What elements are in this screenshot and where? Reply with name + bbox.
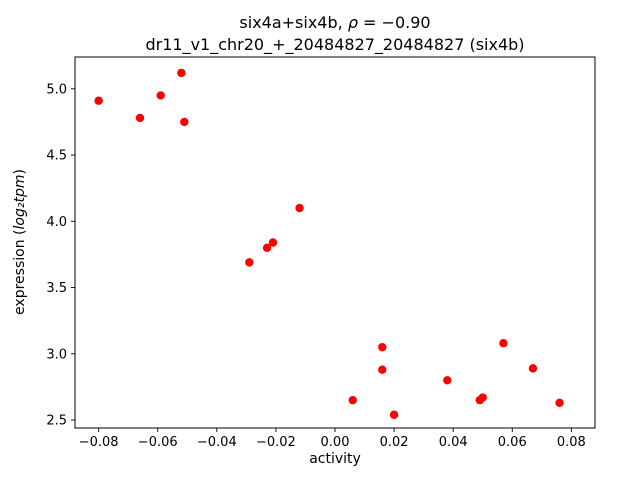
y-axis-label-math: log₂tpm — [12, 175, 28, 230]
x-tick-label: −0.04 — [197, 435, 237, 450]
x-tick-label: 0.06 — [498, 435, 527, 450]
x-axis-label: activity — [309, 451, 361, 467]
scatter-point — [499, 339, 508, 348]
y-axis-label: expression (log₂tpm) — [12, 169, 28, 315]
scatter-point — [528, 364, 538, 373]
y-tick-label: 2.5 — [46, 414, 67, 429]
y-tick-label: 4.0 — [46, 215, 67, 230]
axes-frame — [74, 56, 596, 429]
scatter-point — [94, 96, 103, 105]
y-axis-label-suffix: ) — [12, 169, 28, 174]
scatter-point — [180, 117, 189, 127]
scatter-point — [245, 258, 254, 267]
chart-title-value: = −0.90 — [358, 13, 431, 32]
scatter-point — [443, 376, 452, 385]
x-tick-label: 0.00 — [321, 435, 350, 450]
y-axis-label-prefix: expression ( — [12, 230, 28, 315]
x-tick-label: −0.02 — [256, 435, 296, 450]
scatter-point — [156, 91, 165, 100]
scatter-point — [378, 342, 387, 352]
chart-title-text: six4a+six4b, — [239, 13, 347, 32]
scatter-point — [348, 395, 357, 405]
y-tick-label: 5.0 — [46, 82, 67, 97]
y-tick-label: 3.0 — [46, 347, 67, 362]
chart-title: six4a+six4b, ρ = −0.90 — [239, 13, 430, 32]
scatter-point — [555, 398, 564, 408]
x-tick-label: 0.04 — [439, 435, 468, 450]
axis-ticks: −0.08 −0.06 −0.04 −0.02 0.00 0.02 0.04 0.06 0.08… — [46, 82, 586, 450]
x-tick-label: −0.08 — [79, 435, 119, 450]
y-tick-label: 4.5 — [46, 149, 67, 164]
scatter-point — [135, 113, 145, 123]
scatter-point — [378, 365, 387, 374]
chart-subtitle: dr11_v1_chr20_+_20484827_20484827 (six4b… — [145, 35, 524, 55]
scatter-points — [94, 68, 564, 419]
chart-title-rho: ρ — [348, 13, 358, 32]
x-tick-label: −0.06 — [138, 435, 178, 450]
scatter-point — [262, 243, 272, 252]
x-tick-label: 0.02 — [380, 435, 409, 450]
x-tick-label: 0.08 — [557, 435, 586, 450]
scatter-point — [295, 203, 304, 213]
y-tick-label: 3.5 — [46, 281, 67, 296]
scatter-point — [177, 68, 186, 78]
scatter-point — [389, 410, 399, 419]
scatter-point — [478, 393, 487, 402]
scatter-point — [268, 238, 278, 247]
